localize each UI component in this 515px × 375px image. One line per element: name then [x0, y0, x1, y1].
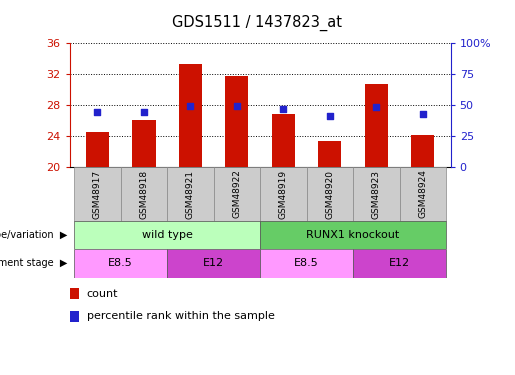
- Bar: [353, 167, 400, 221]
- Text: E8.5: E8.5: [108, 258, 133, 268]
- Text: GSM48921: GSM48921: [186, 170, 195, 219]
- Bar: [306, 167, 353, 221]
- Bar: [225, 76, 248, 167]
- Text: GSM48922: GSM48922: [232, 170, 242, 219]
- Bar: [74, 167, 121, 221]
- Text: GSM48920: GSM48920: [325, 170, 334, 219]
- Text: wild type: wild type: [142, 230, 193, 240]
- Bar: [74, 221, 260, 249]
- Text: count: count: [87, 289, 118, 299]
- Bar: [272, 114, 295, 167]
- Bar: [260, 249, 353, 278]
- Text: RUNX1 knockout: RUNX1 knockout: [306, 230, 400, 240]
- Text: GDS1511 / 1437823_at: GDS1511 / 1437823_at: [173, 15, 342, 31]
- Text: GSM48923: GSM48923: [372, 170, 381, 219]
- Point: [233, 103, 241, 109]
- Text: GSM48919: GSM48919: [279, 170, 288, 219]
- Text: GSM48918: GSM48918: [140, 170, 148, 219]
- Bar: [400, 167, 446, 221]
- Bar: [214, 167, 260, 221]
- Bar: [353, 249, 446, 278]
- Point: [419, 111, 427, 117]
- Bar: [365, 84, 388, 167]
- Bar: [260, 167, 306, 221]
- Bar: [74, 249, 167, 278]
- Text: development stage  ▶: development stage ▶: [0, 258, 67, 268]
- Text: percentile rank within the sample: percentile rank within the sample: [87, 311, 274, 321]
- Text: E8.5: E8.5: [294, 258, 319, 268]
- Point: [372, 105, 381, 111]
- Bar: [411, 135, 434, 167]
- Bar: [318, 141, 341, 167]
- Text: E12: E12: [389, 258, 410, 268]
- Text: GSM48917: GSM48917: [93, 170, 102, 219]
- Text: genotype/variation  ▶: genotype/variation ▶: [0, 230, 67, 240]
- Bar: [260, 221, 446, 249]
- Bar: [167, 249, 260, 278]
- Point: [325, 113, 334, 119]
- Bar: [70, 310, 79, 322]
- Bar: [167, 167, 214, 221]
- Point: [140, 110, 148, 116]
- Point: [186, 103, 195, 109]
- Bar: [179, 64, 202, 167]
- Point: [93, 110, 101, 116]
- Bar: [86, 132, 109, 167]
- Text: GSM48924: GSM48924: [418, 170, 427, 219]
- Point: [279, 106, 287, 112]
- Bar: [132, 120, 156, 167]
- Bar: [121, 167, 167, 221]
- Text: E12: E12: [203, 258, 224, 268]
- Bar: [70, 288, 79, 299]
